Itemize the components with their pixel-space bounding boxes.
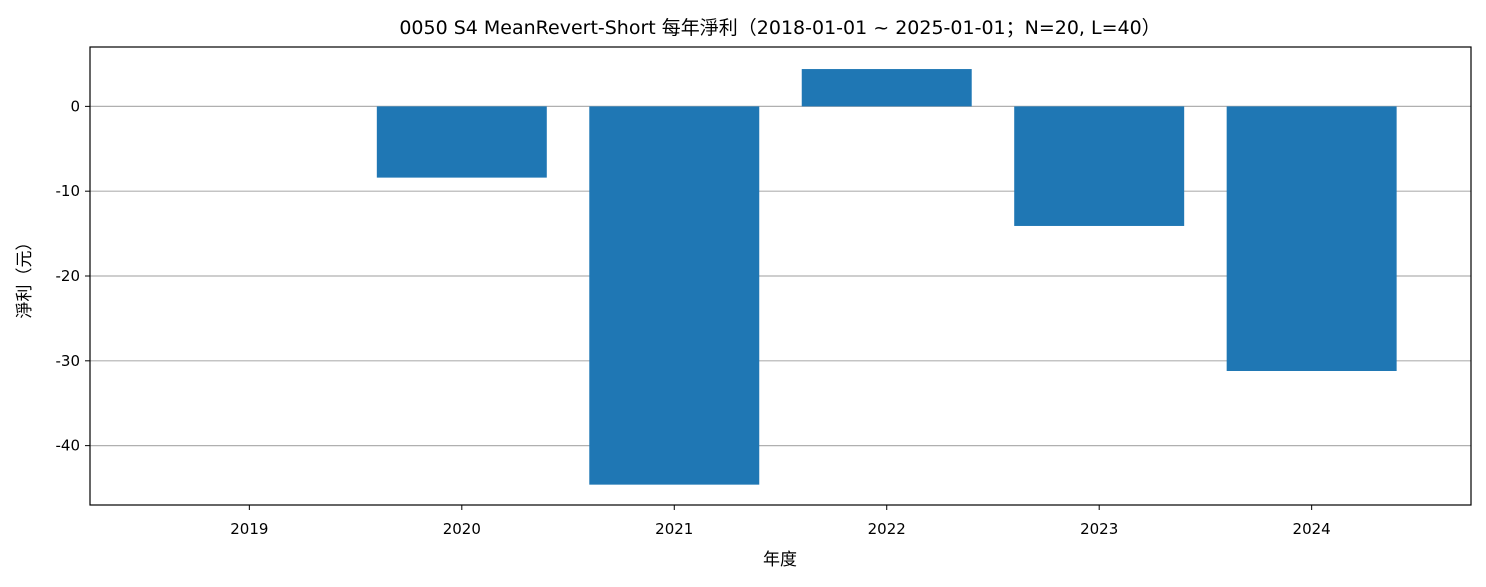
chart-title: 0050 S4 MeanRevert-Short 每年淨利（2018-01-01… [399, 17, 1160, 39]
x-tick-label: 2022 [868, 520, 906, 538]
bar-series [376, 69, 1397, 485]
bar-2023 [1014, 106, 1185, 226]
y-tick-label: -40 [56, 437, 81, 455]
y-tick-label: -10 [56, 182, 81, 200]
bar-2022 [801, 69, 972, 107]
x-tick-label: 2021 [655, 520, 693, 538]
bar-2024 [1226, 106, 1397, 371]
x-tick-label: 2020 [443, 520, 481, 538]
y-axis-title: 淨利（元） [15, 234, 35, 319]
y-tick-label: -30 [56, 352, 81, 370]
y-axis-ticks: 0 -10 -20 -30 -40 [56, 97, 90, 455]
x-axis-ticks: 2019 2020 2021 2022 2023 2024 [230, 505, 1331, 538]
x-tick-label: 2024 [1293, 520, 1331, 538]
x-axis-title: 年度 [763, 550, 797, 570]
x-tick-label: 2019 [230, 520, 268, 538]
x-tick-label: 2023 [1080, 520, 1118, 538]
bar-2020 [376, 106, 547, 178]
y-tick-label: 0 [70, 97, 80, 115]
y-tick-label: -20 [56, 267, 81, 285]
bar-2021 [589, 106, 760, 485]
